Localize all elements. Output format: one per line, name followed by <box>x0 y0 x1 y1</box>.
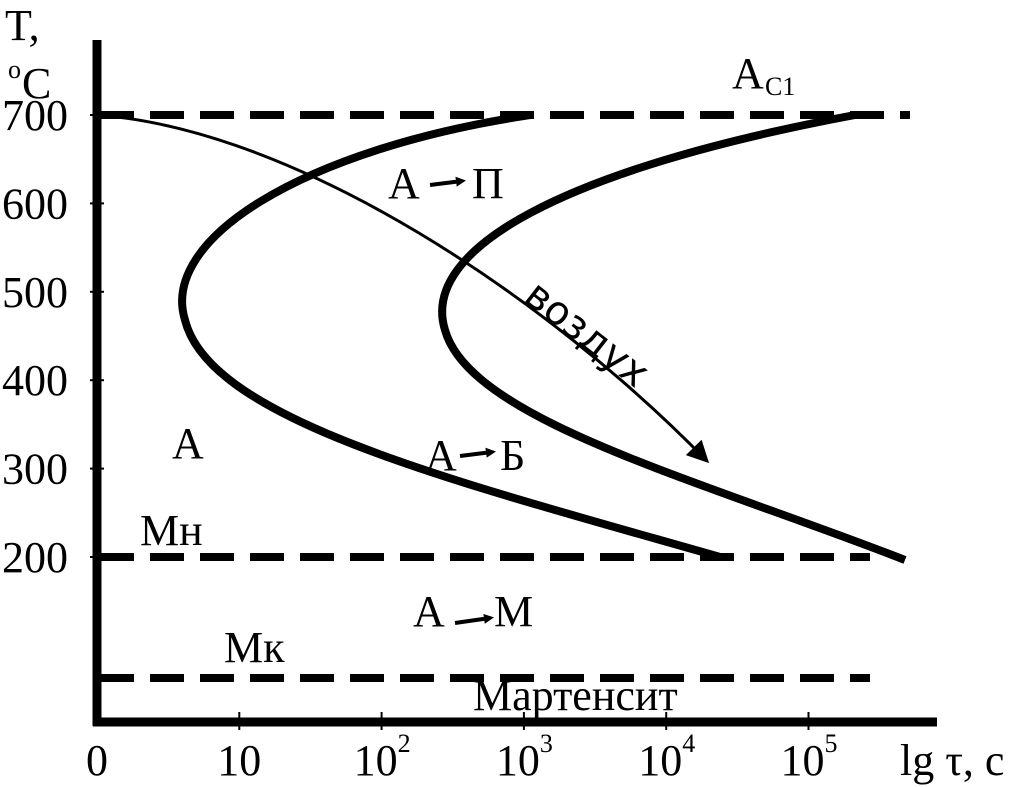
air-label: воздух <box>516 272 658 397</box>
y-tick-label: 400 <box>2 356 68 405</box>
x-tick-exp: 2 <box>398 729 411 758</box>
martensite-label: Мартенсит <box>473 671 678 720</box>
y-tick-label: 500 <box>2 268 68 317</box>
y-tick-label: 300 <box>2 445 68 494</box>
x-tick-label: 10 <box>638 736 682 785</box>
finish-curve <box>438 111 907 564</box>
y-unit: C <box>22 59 51 108</box>
y-tick-label: 600 <box>2 179 68 228</box>
arrow <box>459 447 496 458</box>
cooling-curve <box>96 113 710 464</box>
x-tick-label: 10 <box>217 736 261 785</box>
ms-label: Mн <box>140 506 203 555</box>
arrow <box>454 613 494 625</box>
martensite-from: A <box>413 587 445 636</box>
y-tick-label: 700 <box>2 91 68 140</box>
bainite-from: A <box>425 431 457 480</box>
ac1-label: A <box>732 49 764 98</box>
y-label: T, <box>5 1 40 50</box>
ac1-sub: C1 <box>765 72 795 101</box>
y-unit-sup: o <box>8 55 21 84</box>
x-tick-label: 0 <box>86 736 108 785</box>
x-tick-label: 10 <box>354 736 398 785</box>
start-curve <box>178 111 722 561</box>
mf-label: Mк <box>224 623 285 672</box>
bainite-to: Б <box>500 431 525 480</box>
austenite-label: A <box>172 419 204 468</box>
x-label: lg τ, с <box>900 736 1004 785</box>
pearlite-to: П <box>472 159 504 208</box>
x-tick-exp: 5 <box>825 729 838 758</box>
x-tick-label: 10 <box>781 736 825 785</box>
arrow <box>429 176 466 187</box>
y-tick-label: 200 <box>2 533 68 582</box>
pearlite-from: A <box>388 159 420 208</box>
x-tick-label: 10 <box>496 736 540 785</box>
martensite-to: M <box>494 587 533 636</box>
x-tick-exp: 3 <box>540 729 553 758</box>
x-tick-exp: 4 <box>682 729 695 758</box>
